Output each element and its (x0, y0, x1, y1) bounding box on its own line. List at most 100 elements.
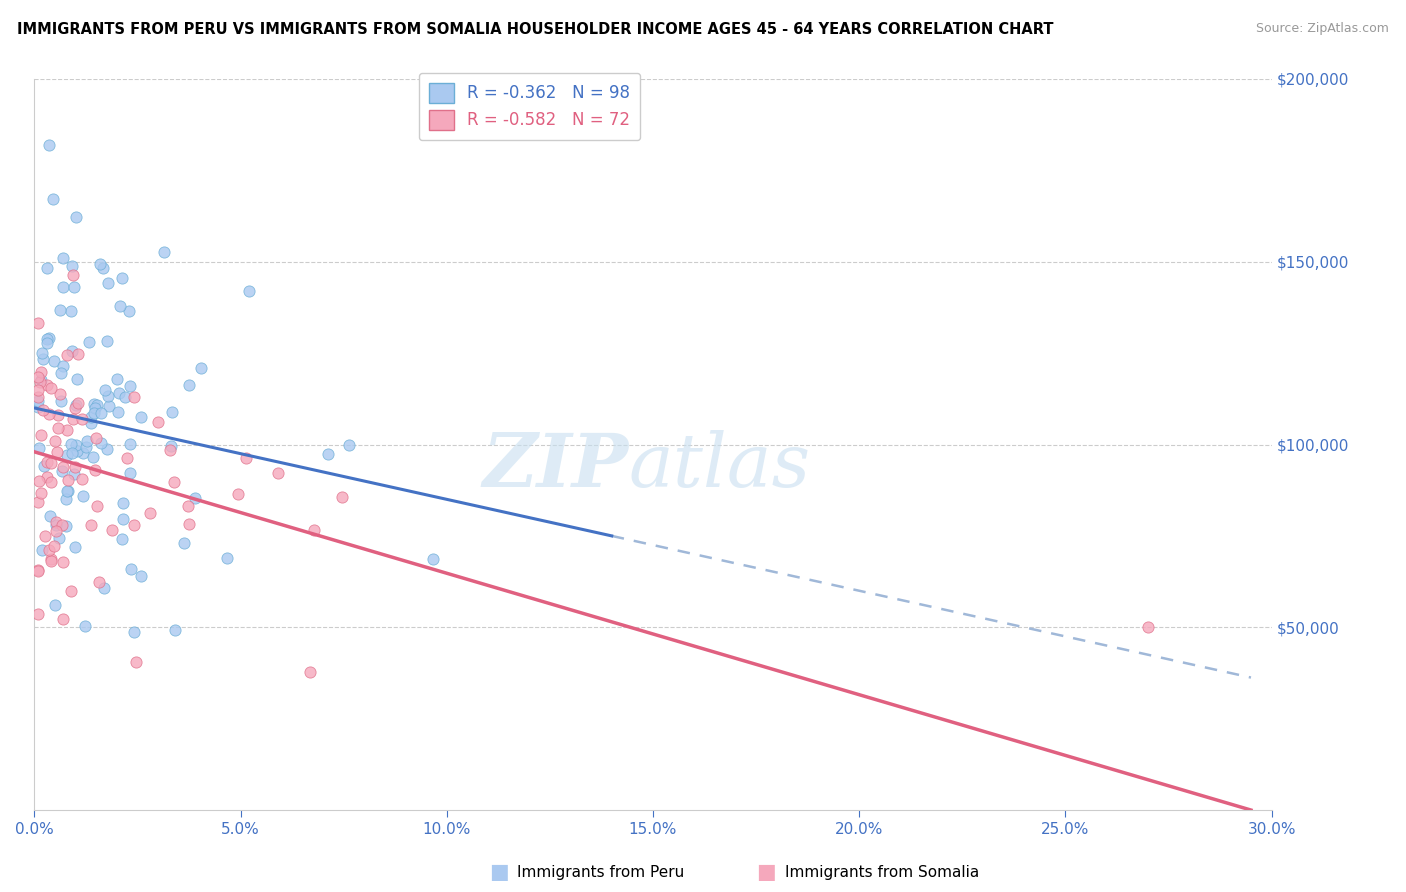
Point (38, 407, 60, 421)
Point (125, 655, 148, 669)
Point (111, 512, 134, 526)
Point (337, 438, 360, 452)
Point (55, 492, 77, 507)
Point (163, 623, 186, 637)
Point (56, 483, 79, 498)
Point (38, 543, 60, 558)
Point (49, 386, 72, 401)
Point (27, 495, 49, 509)
Point (118, 436, 141, 450)
Point (27, 564, 49, 578)
Point (65, 210, 87, 224)
Point (120, 562, 142, 576)
Point (52, 252, 75, 266)
Point (30, 485, 52, 500)
Point (72, 446, 94, 460)
Point (44, 598, 66, 612)
Point (94, 384, 117, 398)
Point (84, 431, 107, 445)
Point (76, 434, 98, 449)
Point (91, 260, 114, 275)
Point (93, 581, 115, 595)
Point (84, 463, 107, 477)
Point (118, 304, 141, 318)
Text: ■: ■ (489, 863, 509, 882)
Text: Source: ZipAtlas.com: Source: ZipAtlas.com (1256, 22, 1389, 36)
Point (111, 533, 134, 547)
Point (86, 398, 108, 412)
Point (114, 390, 136, 404)
Point (120, 378, 142, 392)
Text: Immigrants from Peru: Immigrants from Peru (517, 865, 685, 880)
Point (52, 280, 75, 294)
Point (28, 474, 51, 488)
Point (48, 409, 70, 423)
Text: ■: ■ (756, 863, 776, 882)
Point (30, 373, 52, 387)
Point (89, 574, 111, 589)
Point (60, 446, 83, 460)
Point (28, 441, 51, 455)
Point (190, 361, 212, 376)
Legend: R = -0.362   N = 98, R = -0.582   N = 72: R = -0.362 N = 98, R = -0.582 N = 72 (419, 72, 640, 140)
Point (48, 531, 70, 545)
Point (63, 280, 86, 294)
Point (27, 607, 49, 622)
Point (330, 491, 353, 505)
Point (37, 377, 59, 392)
Point (1136, 620, 1159, 634)
Point (60, 259, 83, 273)
Point (235, 450, 257, 465)
Point (96, 442, 118, 456)
Point (35, 455, 58, 469)
Point (75, 440, 97, 454)
Point (55, 519, 77, 533)
Point (27, 316, 49, 330)
Point (35, 335, 58, 350)
Point (52, 555, 75, 569)
Point (131, 569, 153, 583)
Point (101, 523, 124, 537)
Point (73, 619, 96, 633)
Text: IMMIGRANTS FROM PERU VS IMMIGRANTS FROM SOMALIA HOUSEHOLDER INCOME AGES 45 - 64 : IMMIGRANTS FROM PERU VS IMMIGRANTS FROM … (17, 22, 1053, 37)
Point (52, 460, 75, 475)
Point (108, 299, 131, 313)
Point (39, 456, 62, 470)
Point (37, 469, 59, 483)
Point (122, 390, 145, 404)
Point (139, 506, 162, 520)
Point (37, 332, 59, 346)
Point (42, 354, 65, 368)
Point (98, 399, 121, 413)
Point (160, 439, 183, 453)
Point (422, 552, 444, 566)
Point (118, 466, 141, 480)
Point (56, 348, 79, 362)
Point (30, 375, 52, 389)
Point (38, 138, 60, 153)
Point (80, 409, 103, 424)
Point (83, 401, 105, 415)
Point (107, 405, 129, 419)
Point (51, 366, 73, 380)
Point (56, 448, 79, 462)
Point (52, 359, 75, 373)
Point (62, 268, 84, 282)
Point (27, 394, 49, 409)
Point (56, 423, 79, 437)
Point (316, 447, 339, 461)
Point (38, 331, 60, 345)
Point (45, 524, 67, 538)
Point (51, 612, 73, 626)
Point (238, 284, 260, 298)
Point (60, 343, 83, 358)
Point (79, 517, 101, 532)
Point (27, 400, 49, 414)
Point (32, 459, 55, 474)
Point (173, 536, 195, 550)
Point (45, 518, 67, 533)
Point (122, 518, 145, 533)
Point (111, 495, 134, 509)
Point (177, 378, 200, 392)
Point (302, 524, 325, 538)
